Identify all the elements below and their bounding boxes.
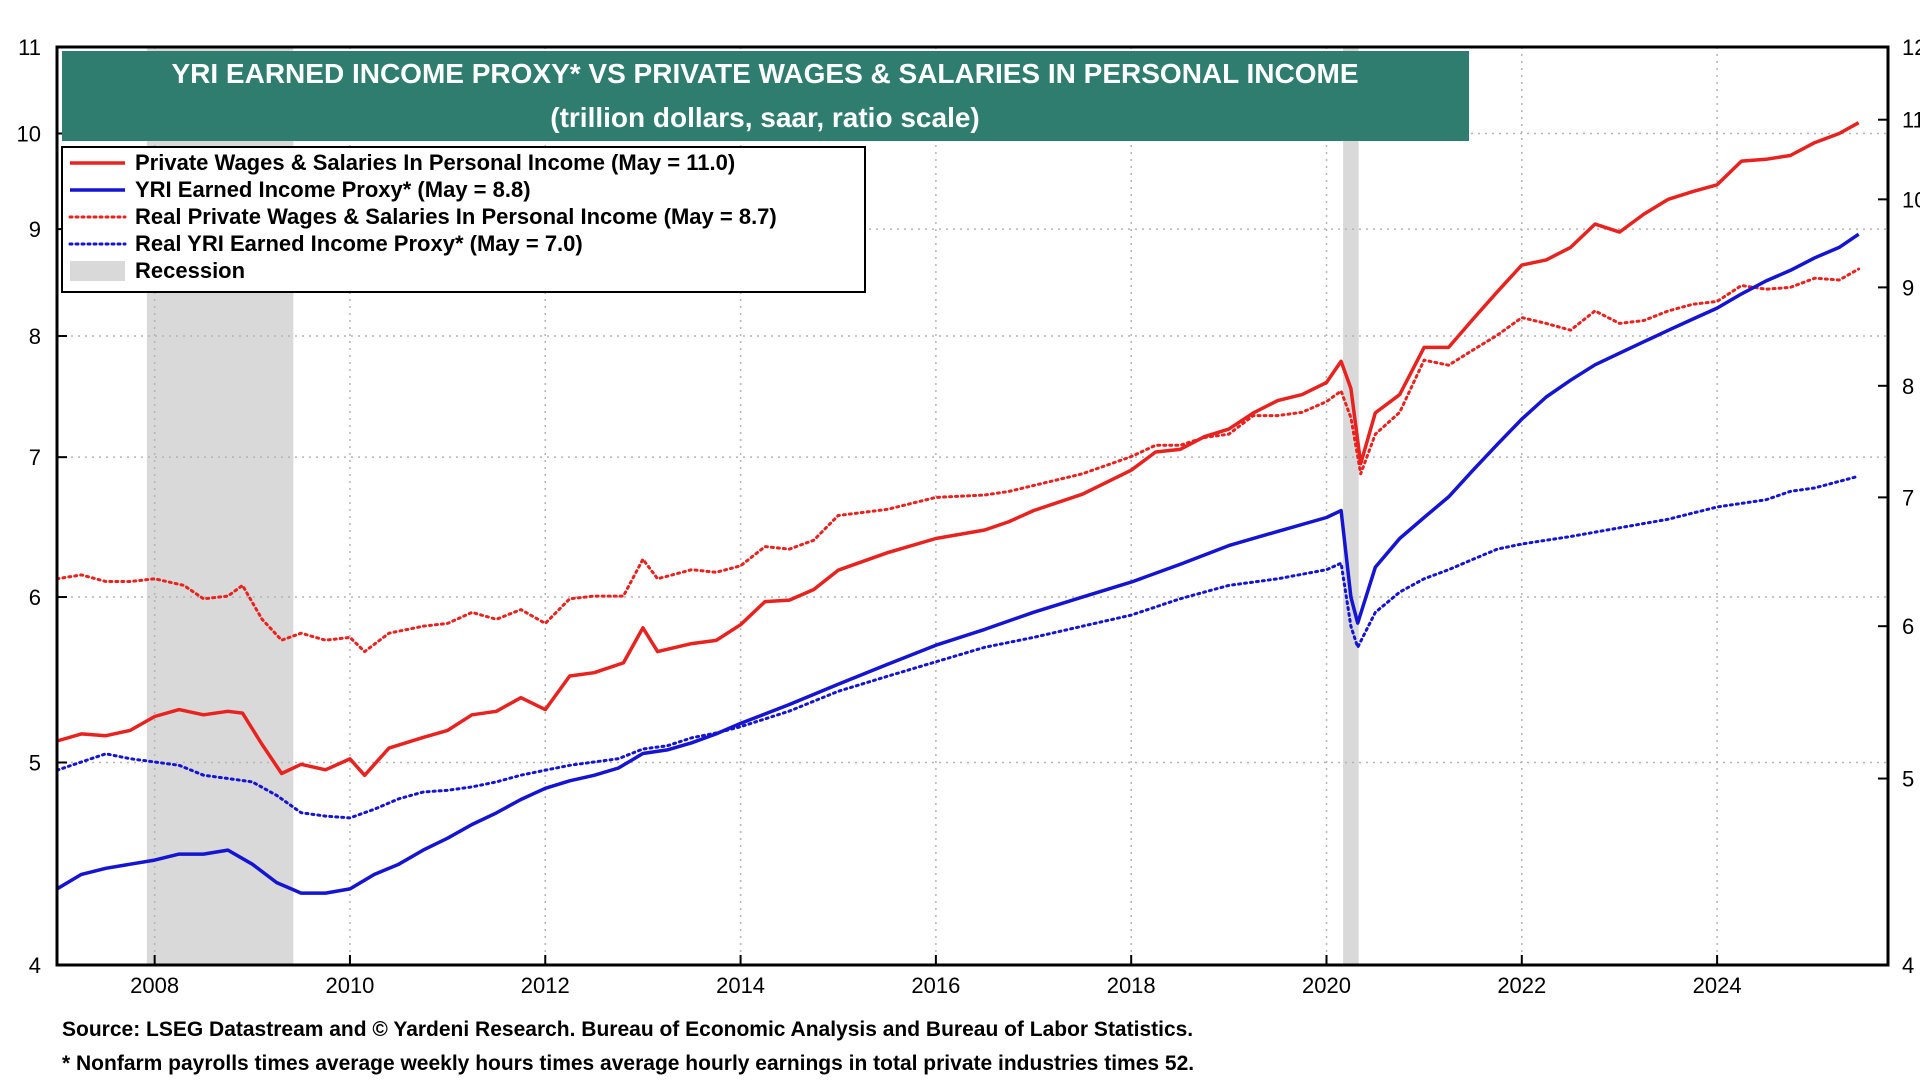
y-right-tick-label-6: 6	[1902, 614, 1914, 639]
y-right-tick-label-9: 9	[1902, 275, 1914, 300]
title-box: YRI EARNED INCOME PROXY* VS PRIVATE WAGE…	[62, 51, 1469, 141]
y-right-tick-label-11: 11	[1902, 108, 1920, 133]
x-tick-label-2014: 2014	[716, 973, 765, 998]
footnote: * Nonfarm payrolls times average weekly …	[62, 1052, 1194, 1075]
x-tick-label-2016: 2016	[911, 973, 960, 998]
y-right-tick-label-7: 7	[1902, 485, 1914, 510]
legend-label-private-wages: Private Wages & Salaries In Personal Inc…	[135, 150, 735, 175]
legend-label-real-yri-proxy: Real YRI Earned Income Proxy* (May = 7.0…	[135, 231, 583, 256]
series-line-2	[55, 267, 1861, 654]
legend-swatches	[68, 161, 127, 281]
x-tick-label-2020: 2020	[1302, 973, 1351, 998]
x-tick-label-2010: 2010	[325, 973, 374, 998]
legend-label-yri-proxy: YRI Earned Income Proxy* (May = 8.8)	[135, 177, 531, 202]
title-background	[62, 51, 1469, 141]
x-tick-label-2018: 2018	[1107, 973, 1156, 998]
y-left-tick-label-8: 8	[29, 324, 41, 349]
y-left-tick-label-5: 5	[29, 751, 41, 776]
y-right-tick-label-12: 12	[1902, 35, 1920, 60]
y-left-tick-label-9: 9	[29, 217, 41, 242]
y-left-tick-label-11: 11	[18, 35, 41, 60]
chart-title: YRI EARNED INCOME PROXY* VS PRIVATE WAGE…	[171, 58, 1358, 89]
recession-band-1	[1343, 47, 1359, 965]
x-tick-label-2024: 2024	[1693, 973, 1742, 998]
axis-labels: 2008 2010 2012 2014 2016 2018 2020 2022 2024 4 5 6 7…	[17, 35, 1920, 998]
y-right-tick-label-10: 10	[1902, 187, 1920, 212]
x-tick-label-2012: 2012	[521, 973, 570, 998]
x-tick-label-2008: 2008	[130, 973, 179, 998]
y-left-tick-label-7: 7	[29, 445, 41, 470]
legend-swatch-recession	[70, 261, 125, 281]
grid-lines	[57, 46, 1888, 966]
source-note: Source: LSEG Datastream and © Yardeni Re…	[62, 1018, 1193, 1041]
legend-label-real-private-wages: Real Private Wages & Salaries In Persona…	[135, 204, 777, 229]
plot-frame	[55, 45, 1890, 967]
series-lines	[55, 121, 1861, 895]
y-right-tick-label-8: 8	[1902, 374, 1914, 399]
y-right-tick-label-4: 4	[1902, 953, 1914, 978]
series-line-1	[56, 232, 1860, 895]
legend-frame	[61, 146, 866, 293]
y-left-tick-label-10: 10	[17, 121, 41, 146]
x-tick-label-2022: 2022	[1497, 973, 1546, 998]
chart-subtitle: (trillion dollars, saar, ratio scale)	[550, 102, 980, 133]
series-line-0	[56, 121, 1860, 778]
series-line-3	[55, 474, 1861, 820]
y-left-tick-label-6: 6	[29, 585, 41, 610]
legend: Private Wages & Salaries In Personal Inc…	[61, 146, 866, 293]
y-left-tick-label-4: 4	[29, 953, 41, 978]
legend-label-recession: Recession	[135, 258, 245, 283]
y-right-tick-label-5: 5	[1902, 767, 1914, 792]
